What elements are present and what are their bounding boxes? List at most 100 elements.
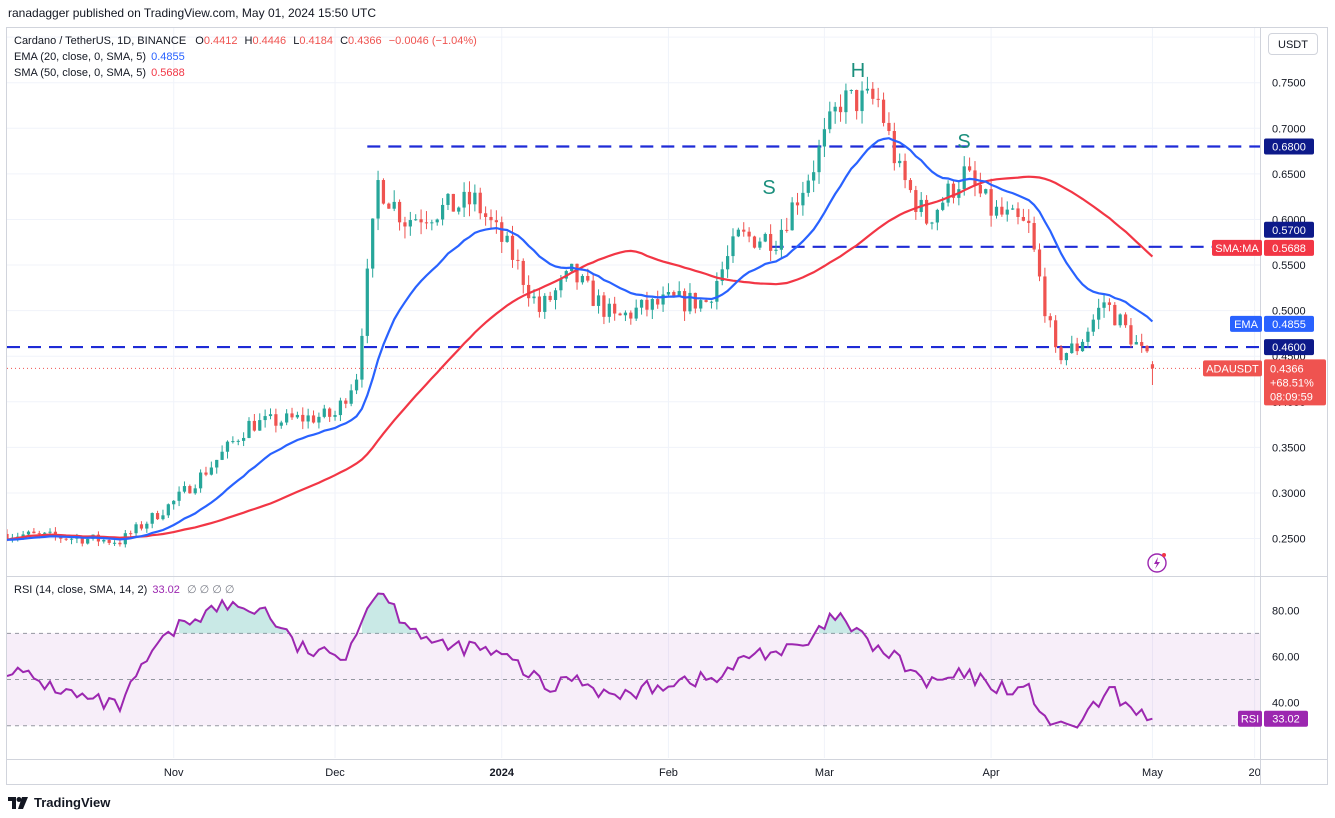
time-tick-label: Feb (659, 767, 678, 779)
candle (801, 181, 805, 216)
legend-symbol: Cardano / TetherUS, 1D, BINANCE (14, 35, 187, 47)
candle (64, 537, 68, 541)
candle (306, 408, 310, 429)
svg-text:33.02: 33.02 (1272, 714, 1300, 726)
candle (1021, 208, 1025, 222)
price-tick-label: 0.7500 (1272, 78, 1306, 90)
candle (494, 210, 498, 234)
svg-text:EMA: EMA (1234, 319, 1259, 331)
ema-label: EMA (20, close, 0, SMA, 5) (14, 51, 147, 63)
candle (505, 231, 509, 243)
candle (575, 263, 579, 290)
candle (500, 216, 504, 253)
candle (919, 192, 923, 217)
ema-value: 0.4855 (151, 51, 185, 63)
candle (263, 409, 267, 428)
rsi-value-tag: 33.02 (1264, 710, 1308, 727)
candle (930, 221, 934, 230)
candle (397, 199, 402, 231)
candle (725, 245, 730, 278)
candle (656, 290, 660, 309)
candle (177, 486, 181, 507)
svg-text:SMA:MA: SMA:MA (1215, 243, 1259, 255)
sma-value: 0.5688 (151, 67, 185, 79)
candle (204, 466, 208, 477)
candle (371, 218, 375, 278)
candle (1118, 313, 1122, 328)
candle (1032, 216, 1036, 252)
candle (354, 373, 359, 395)
candle (860, 81, 864, 124)
currency-button[interactable]: USDT (1268, 33, 1318, 55)
candle (484, 206, 488, 226)
candle (139, 521, 144, 531)
candle (1102, 293, 1106, 318)
candle (338, 397, 343, 422)
candle (1080, 339, 1085, 352)
candle (376, 170, 380, 231)
legend-low: 0.4184 (299, 35, 333, 47)
rsi-line (7, 592, 1153, 729)
candle (489, 209, 493, 229)
candle (865, 76, 870, 94)
candle (887, 112, 891, 136)
candle (392, 190, 396, 212)
candle (822, 117, 827, 158)
candle (161, 509, 165, 521)
candle (166, 503, 170, 518)
candle (198, 469, 203, 493)
svg-text:0.5700: 0.5700 (1272, 225, 1306, 237)
candle (462, 182, 466, 218)
rsi-value: 33.02 (152, 584, 180, 596)
head-label: H (851, 60, 865, 82)
candle (446, 193, 450, 211)
candle (102, 539, 106, 544)
ema-tag: EMA (1230, 315, 1262, 332)
candle (435, 218, 439, 226)
candle (322, 404, 326, 419)
candle (252, 413, 256, 432)
candle (430, 219, 434, 231)
rsi-tick-label: 80.00 (1272, 605, 1300, 617)
candle (285, 409, 289, 426)
candle (451, 193, 455, 212)
candle (360, 328, 364, 388)
candle (769, 224, 773, 261)
candle (182, 481, 187, 494)
candle (1011, 204, 1015, 210)
legend-rsi: RSI (14, close, SMA, 14, 2) 33.02 ∅ ∅ ∅ … (14, 583, 234, 598)
chart-frame (6, 27, 1328, 785)
candle (129, 530, 133, 537)
candle (1054, 315, 1058, 353)
candle (677, 281, 681, 297)
ema-20-line (7, 137, 1154, 541)
candle (758, 237, 762, 251)
candle (414, 214, 418, 221)
tradingview-logo[interactable]: TradingView (8, 795, 110, 810)
candle (580, 274, 585, 285)
candle (682, 288, 687, 321)
candle (1107, 298, 1112, 312)
candle (1123, 312, 1128, 328)
candle (548, 291, 552, 302)
candle (596, 289, 601, 314)
candle (618, 312, 622, 316)
candle (774, 240, 778, 255)
candle (898, 153, 902, 168)
right-shoulder-label: S (957, 131, 970, 153)
candle (457, 206, 461, 215)
legend-main: Cardano / TetherUS, 1D, BINANCE O0.4412 … (14, 34, 477, 49)
candle (328, 407, 332, 422)
candle (903, 153, 907, 189)
level-tag-0680: 0.6800 (1264, 138, 1314, 155)
candle (1129, 318, 1133, 348)
time-tick-label: 20 (1248, 767, 1260, 779)
candle (720, 261, 724, 286)
legend-o-label: O (195, 35, 204, 47)
rsi-extra: ∅ ∅ ∅ ∅ (186, 584, 235, 596)
rsi-label: RSI (14, close, SMA, 14, 2) (14, 584, 148, 596)
candle (1070, 335, 1074, 354)
lightning-icon[interactable] (1147, 553, 1167, 573)
svg-text:0.4600: 0.4600 (1272, 342, 1306, 354)
